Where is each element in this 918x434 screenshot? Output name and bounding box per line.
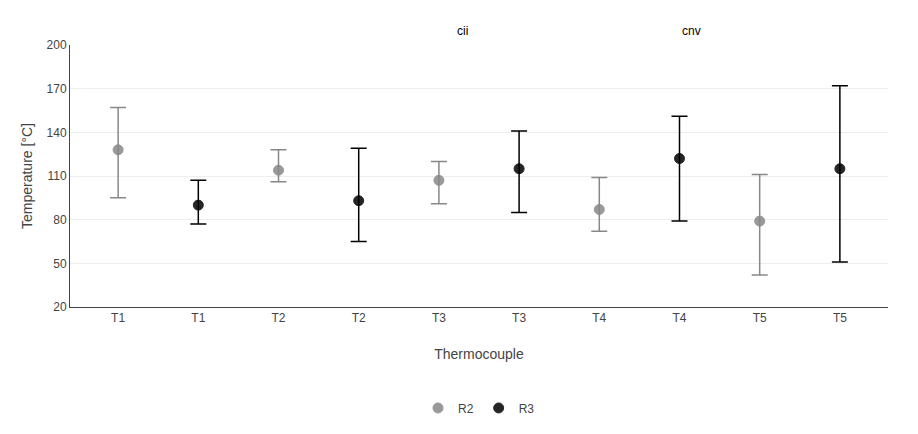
svg-text:110: 110 bbox=[47, 169, 66, 183]
svg-text:T5: T5 bbox=[753, 311, 767, 325]
svg-text:140: 140 bbox=[47, 126, 67, 140]
svg-text:T1: T1 bbox=[191, 311, 205, 325]
svg-text:T5: T5 bbox=[833, 311, 847, 325]
svg-text:Thermocouple: Thermocouple bbox=[434, 346, 524, 362]
svg-text:170: 170 bbox=[47, 82, 67, 96]
svg-text:cii: cii bbox=[457, 24, 468, 38]
svg-text:200: 200 bbox=[47, 38, 67, 52]
svg-text:80: 80 bbox=[53, 213, 67, 227]
svg-text:T3: T3 bbox=[512, 311, 526, 325]
svg-text:T4: T4 bbox=[672, 311, 686, 325]
svg-text:T4: T4 bbox=[592, 311, 606, 325]
svg-text:T2: T2 bbox=[272, 311, 286, 325]
svg-text:R2: R2 bbox=[458, 402, 474, 416]
svg-text:T2: T2 bbox=[352, 311, 366, 325]
svg-text:T1: T1 bbox=[111, 311, 125, 325]
svg-text:Temperature [°C]: Temperature [°C] bbox=[19, 123, 35, 229]
svg-text:T3: T3 bbox=[432, 311, 446, 325]
svg-text:R3: R3 bbox=[519, 402, 535, 416]
svg-text:20: 20 bbox=[53, 300, 67, 314]
svg-text:50: 50 bbox=[53, 257, 67, 271]
svg-text:cnv: cnv bbox=[682, 24, 701, 38]
